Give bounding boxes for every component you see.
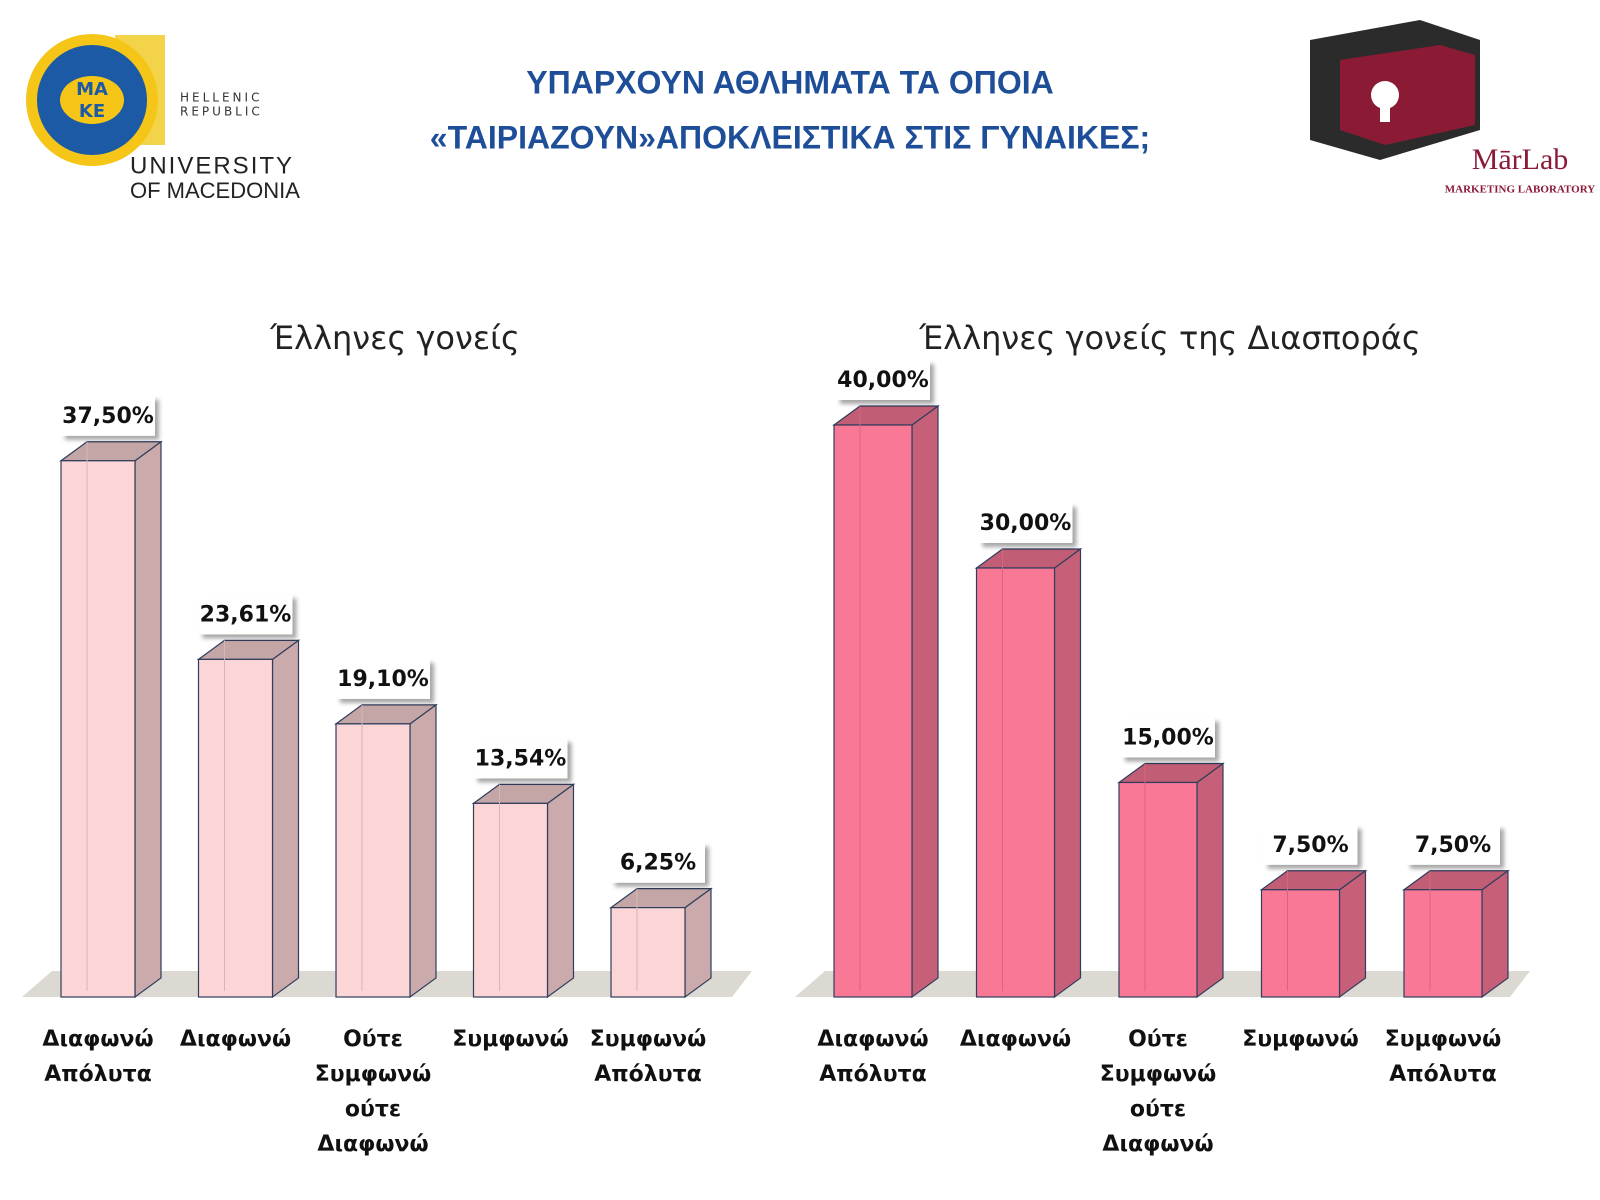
bar-front — [975, 567, 1056, 998]
bar-front — [197, 658, 274, 998]
bar-side — [1338, 869, 1367, 999]
value-label: 13,54% — [475, 746, 567, 771]
value-label: 37,50% — [62, 404, 154, 429]
value-label: 6,25% — [620, 851, 696, 876]
bar-front — [60, 460, 136, 998]
bar-front — [1260, 889, 1341, 998]
x-tick-label: Ούτε Συμφωνώ ούτε Διαφωνώ — [1100, 1027, 1217, 1157]
value-label-box — [336, 658, 430, 699]
value-label: 15,00% — [1122, 726, 1214, 751]
x-tick-label: Διαφωνώ — [960, 1027, 1071, 1052]
x-tick-label: Συμφωνώ Απόλυτα — [590, 1027, 707, 1087]
value-label: 40,00% — [837, 368, 929, 393]
x-tick-label: Συμφωνώ Απόλυτα — [1385, 1027, 1502, 1087]
bar-side — [911, 404, 939, 999]
bar-front — [1403, 889, 1483, 998]
university-name: OF MACEDONIA — [130, 178, 300, 203]
value-label-box — [1121, 717, 1215, 758]
value-label-box — [61, 395, 155, 436]
value-label-box — [611, 842, 705, 883]
value-label-box — [198, 594, 293, 635]
chart-title: Έλληνες γονείς — [269, 319, 519, 357]
bar-front — [833, 424, 913, 998]
x-tick-label: Διαφωνώ Απόλυτα — [42, 1027, 153, 1087]
value-label: 23,61% — [200, 602, 292, 627]
slide-title: «ΤΑΙΡΙΑΖΟΥΝ»ΑΠΟΚΛΕΙΣΤΙΚΑ ΣΤΙΣ ΓΥΝΑΙΚΕΣ; — [430, 119, 1150, 155]
x-tick-label: Ούτε Συμφωνώ ούτε Διαφωνώ — [315, 1027, 432, 1157]
value-label-box — [978, 503, 1073, 543]
x-tick-label: Διαφωνώ — [180, 1027, 291, 1052]
slide-title: ΥΠΑΡΧΟΥΝ ΑΘΛΗΜΑΤΑ ΤΑ ΟΠΟΙΑ — [526, 64, 1053, 100]
value-label: 7,50% — [1415, 833, 1491, 858]
country-text: HELLENIC — [180, 91, 262, 105]
marlab-logo: MārLab MARKETING LABORATORY — [1310, 20, 1595, 196]
value-label-box — [1263, 824, 1358, 865]
bar-front — [610, 907, 686, 998]
bar-side — [134, 440, 162, 999]
x-tick-label: Συμφωνώ — [452, 1027, 569, 1052]
university-logo: ΜΑ ΚΕ HELLENIC REPUBLIC UNIVERSITY OF MA… — [26, 34, 300, 203]
value-label-box — [836, 360, 930, 400]
x-tick-label: Συμφωνώ — [1242, 1027, 1359, 1052]
bar-side — [271, 639, 300, 999]
bar-front — [335, 723, 411, 998]
value-label-box — [1406, 824, 1500, 865]
bar-side — [546, 783, 575, 999]
emblem-text: ΚΕ — [79, 101, 105, 122]
value-label: 7,50% — [1272, 833, 1348, 858]
value-label: 19,10% — [337, 667, 429, 692]
university-name: UNIVERSITY — [130, 152, 294, 179]
marlab-subtitle: MARKETING LABORATORY — [1445, 184, 1596, 196]
chart-title: Έλληνες γονείς της Διασποράς — [918, 319, 1420, 357]
value-label: 30,00% — [980, 511, 1072, 536]
x-tick-label: Διαφωνώ Απόλυτα — [817, 1027, 928, 1087]
value-label-box — [473, 738, 568, 779]
emblem-text: ΜΑ — [76, 79, 108, 100]
bar-side — [409, 703, 437, 999]
bar-side — [1053, 547, 1082, 999]
bar-side — [1196, 762, 1224, 999]
country-text: REPUBLIC — [180, 105, 263, 119]
marlab-name: MārLab — [1472, 143, 1569, 176]
bar-front — [1118, 781, 1198, 998]
bar-front — [472, 802, 549, 998]
bar-side — [1481, 869, 1509, 999]
